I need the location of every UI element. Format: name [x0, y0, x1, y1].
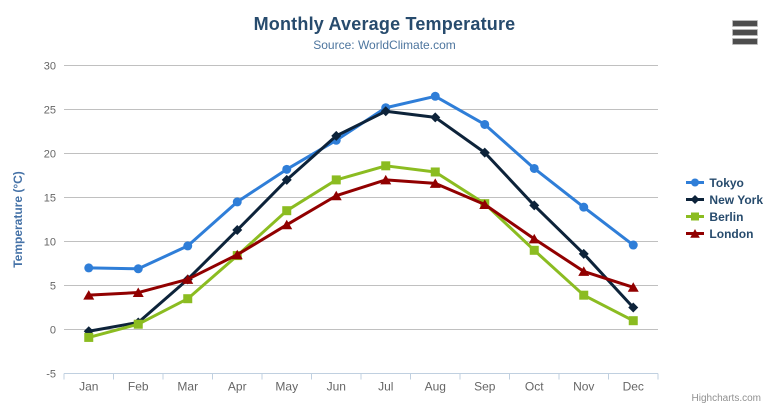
legend-label: Berlin	[709, 209, 744, 224]
data-point[interactable]	[579, 290, 589, 300]
y-axis-title: Temperature (°C)	[11, 171, 25, 268]
legend: Tokyo New York Berlin London	[686, 174, 763, 242]
data-point[interactable]	[132, 287, 144, 298]
x-axis-label: Oct	[525, 380, 544, 394]
x-axis-label: Aug	[425, 380, 446, 394]
legend-item-london[interactable]: London	[686, 225, 763, 242]
data-point[interactable]	[84, 332, 94, 342]
data-point[interactable]	[281, 219, 293, 230]
hamburger-bar	[732, 38, 758, 45]
x-axis-label: Jun	[327, 380, 346, 394]
data-point[interactable]	[182, 274, 194, 284]
data-point[interactable]	[231, 249, 243, 260]
data-point[interactable]	[579, 202, 589, 212]
data-point[interactable]	[331, 130, 342, 141]
legend-label: Tokyo	[709, 175, 744, 190]
data-point[interactable]	[628, 240, 638, 250]
y-axis-label: 5	[50, 281, 56, 293]
series-marker	[690, 229, 701, 238]
y-axis-label: 20	[44, 149, 56, 161]
series-line	[87, 178, 635, 297]
data-point[interactable]	[628, 316, 638, 326]
series-tokyo[interactable]	[84, 91, 638, 274]
data-point[interactable]	[281, 174, 292, 185]
series-line	[87, 164, 635, 339]
data-point[interactable]	[480, 119, 490, 129]
data-point[interactable]	[529, 200, 540, 211]
triangle-legend-icon	[686, 229, 705, 238]
y-axis-label: 25	[44, 105, 56, 117]
data-point[interactable]	[232, 197, 242, 207]
x-axis-label: Jan	[79, 380, 98, 394]
y-axis-label: 0	[50, 325, 56, 337]
x-axis-label: Sep	[474, 380, 496, 394]
credits-link[interactable]: Highcharts.com	[691, 393, 761, 404]
x-axis-label: Dec	[623, 380, 644, 394]
series-marker	[691, 212, 700, 221]
data-point[interactable]	[183, 241, 193, 251]
data-point[interactable]	[282, 164, 292, 174]
chart-title: Monthly Average Temperature	[253, 14, 516, 34]
data-point[interactable]	[528, 233, 540, 244]
data-point[interactable]	[628, 302, 639, 313]
legend-label: New York	[709, 192, 763, 207]
hamburger-bar	[732, 29, 758, 36]
chart-subtitle: Source: WorldClimate.com	[313, 38, 456, 52]
y-axis-label: 30	[44, 61, 56, 73]
data-point[interactable]	[578, 248, 589, 259]
series-marker	[691, 178, 700, 187]
data-point[interactable]	[330, 190, 342, 201]
circle-legend-icon	[686, 178, 705, 187]
x-axis-label: Feb	[128, 380, 149, 394]
data-point[interactable]	[380, 174, 392, 185]
data-point[interactable]	[529, 163, 539, 173]
data-point[interactable]	[133, 264, 143, 274]
x-axis-label: May	[275, 380, 298, 394]
series-marker	[690, 195, 700, 204]
data-point[interactable]	[529, 245, 539, 255]
data-point[interactable]	[282, 206, 292, 216]
square-legend-icon	[686, 212, 705, 221]
y-axis-label: 15	[44, 193, 56, 205]
series-line	[87, 109, 635, 333]
y-axis-label: -5	[46, 369, 56, 381]
hamburger-bar	[732, 20, 758, 27]
data-point[interactable]	[479, 199, 491, 210]
data-point[interactable]	[479, 147, 490, 158]
legend-label: London	[709, 226, 754, 241]
x-axis-label: Mar	[177, 380, 198, 394]
data-point[interactable]	[331, 175, 341, 185]
x-axis-label: Jul	[378, 380, 393, 394]
hamburger-icon[interactable]	[732, 20, 758, 47]
data-point[interactable]	[84, 263, 94, 273]
legend-item-berlin[interactable]: Berlin	[686, 208, 763, 225]
data-point[interactable]	[429, 178, 441, 188]
series-london[interactable]	[83, 174, 639, 300]
legend-item-new-york[interactable]: New York	[686, 191, 763, 208]
data-point[interactable]	[83, 290, 95, 300]
data-point[interactable]	[380, 106, 391, 117]
data-point[interactable]	[381, 161, 391, 171]
data-point[interactable]	[232, 225, 243, 236]
data-point[interactable]	[430, 167, 440, 177]
x-axis-label: Apr	[228, 380, 247, 394]
data-point[interactable]	[430, 91, 440, 101]
diamond-legend-icon	[686, 195, 705, 204]
data-point[interactable]	[133, 319, 143, 329]
y-axis-label: 10	[44, 237, 56, 249]
series-new-york[interactable]	[83, 106, 639, 337]
data-point[interactable]	[627, 282, 639, 292]
data-point[interactable]	[578, 266, 590, 276]
legend-item-tokyo[interactable]: Tokyo	[686, 174, 763, 191]
data-point[interactable]	[183, 294, 193, 304]
data-point[interactable]	[430, 112, 441, 123]
x-axis-label: Nov	[573, 380, 594, 394]
series-berlin[interactable]	[84, 161, 638, 342]
